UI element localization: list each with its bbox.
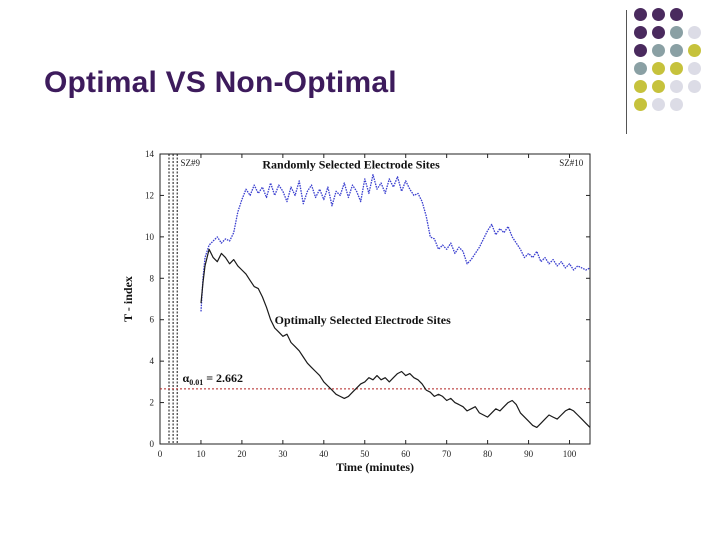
y-tick-label: 12 — [145, 190, 154, 200]
decorative-dot — [670, 8, 683, 21]
x-tick-label: 0 — [158, 449, 163, 459]
x-tick-label: 30 — [278, 449, 288, 459]
decorative-dot — [670, 44, 683, 57]
x-tick-label: 80 — [483, 449, 493, 459]
decorative-dot — [652, 44, 665, 57]
decorative-dot — [670, 80, 683, 93]
x-tick-label: 50 — [360, 449, 370, 459]
sz-right-annotation: SZ#10 — [559, 158, 584, 168]
sz-left-annotation: SZ#9 — [180, 158, 200, 168]
x-tick-label: 90 — [524, 449, 534, 459]
decorative-dot — [634, 44, 647, 57]
x-tick-label: 100 — [563, 449, 577, 459]
y-tick-label: 4 — [150, 356, 155, 366]
plot-frame — [159, 153, 591, 445]
optimal-series-label: Optimally Selected Electrode Sites — [275, 313, 451, 327]
chart-svg: 0 10 20 30 40 50 60 70 80 90 100 0 2 4 6 8 10 12 14 SZ#9 S… — [118, 142, 598, 482]
x-tick-label: 20 — [237, 449, 247, 459]
dot-grid-decoration — [634, 8, 720, 132]
chart-background — [118, 142, 598, 482]
decorative-dot — [634, 62, 647, 75]
x-tick-label: 60 — [401, 449, 411, 459]
decorative-dot — [652, 80, 665, 93]
decorative-dot — [634, 98, 647, 111]
random-series-label: Randomly Selected Electrode Sites — [262, 158, 440, 172]
decorative-dot — [652, 8, 665, 21]
y-tick-label: 8 — [150, 273, 155, 283]
divider-line — [626, 10, 627, 134]
slide-title: Optimal VS Non-Optimal — [44, 66, 397, 99]
random-series-line — [200, 174, 591, 312]
decorative-dot — [688, 44, 701, 57]
decorative-dot — [652, 62, 665, 75]
decorative-dot — [634, 80, 647, 93]
y-tick-label: 6 — [150, 315, 155, 325]
decorative-dot — [634, 8, 647, 21]
threshold-label: α0.01 = 2.662 — [183, 371, 244, 387]
threshold-subscript: 0.01 — [189, 378, 203, 387]
decorative-dot — [652, 98, 665, 111]
threshold-alpha: α — [183, 371, 190, 385]
x-tick-label: 70 — [442, 449, 452, 459]
decorative-dot — [670, 98, 683, 111]
chart: 0 10 20 30 40 50 60 70 80 90 100 0 2 4 6 8 10 12 14 SZ#9 S… — [118, 142, 598, 482]
x-tick-label: 10 — [196, 449, 206, 459]
decorative-dot — [688, 80, 701, 93]
decorative-dot — [670, 26, 683, 39]
decorative-dot — [688, 62, 701, 75]
decorative-dot — [688, 26, 701, 39]
y-tick-label: 14 — [145, 149, 155, 159]
decorative-dot — [634, 26, 647, 39]
decorative-dot — [652, 26, 665, 39]
x-tick-label: 40 — [319, 449, 329, 459]
y-tick-label: 2 — [150, 398, 155, 408]
y-tick-label: 0 — [150, 439, 155, 449]
y-tick-label: 10 — [145, 232, 155, 242]
decorative-dot — [670, 62, 683, 75]
y-axis-label: T - index — [121, 276, 135, 322]
x-axis-label: Time (minutes) — [336, 460, 414, 474]
optimal-series-line — [200, 248, 591, 428]
threshold-value: = 2.662 — [203, 371, 243, 385]
